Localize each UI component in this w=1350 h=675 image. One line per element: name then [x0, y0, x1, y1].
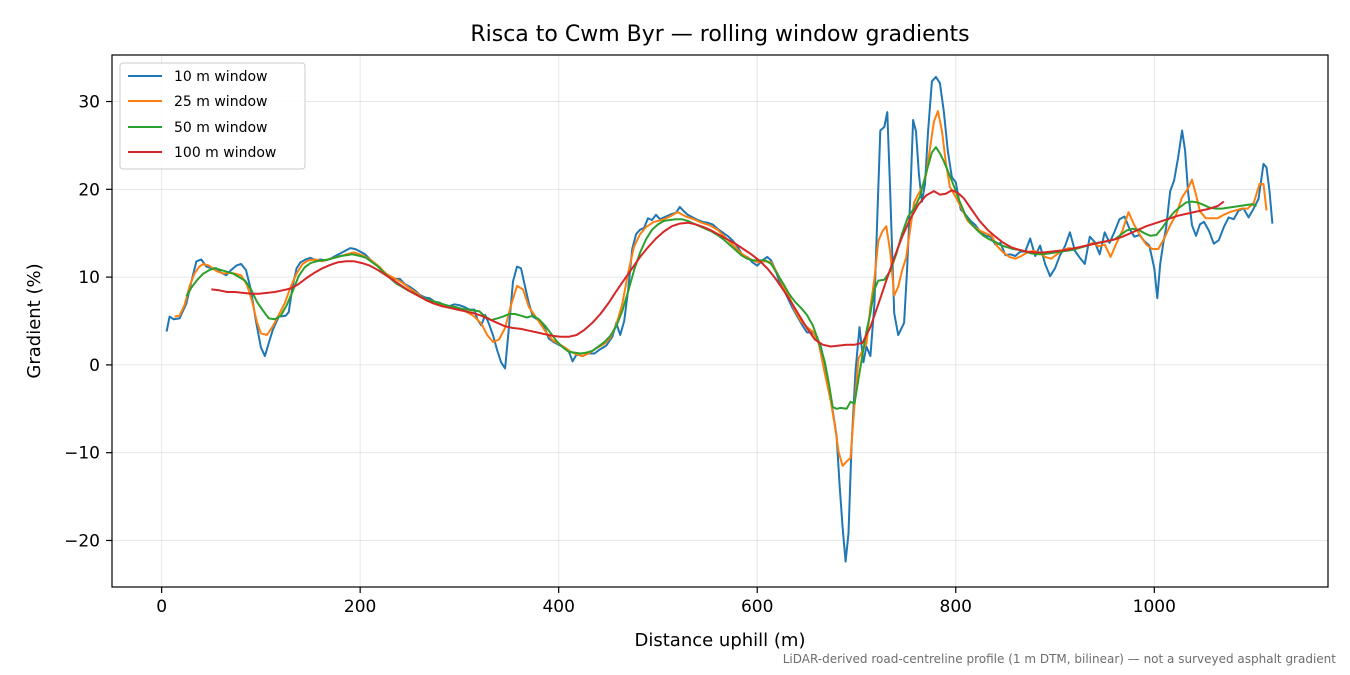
x-tick-label: 1000	[1133, 597, 1176, 617]
x-tick-label: 0	[156, 597, 167, 617]
legend-label-50m: 50 m window	[174, 120, 267, 136]
y-tick-label: −10	[64, 444, 100, 464]
y-tick-label: −20	[64, 531, 100, 551]
y-tick-label: 30	[78, 93, 100, 113]
x-tick-label: 400	[542, 597, 574, 617]
y-axis-label: Gradient (%)	[24, 263, 45, 378]
legend-label-10m: 10 m window	[174, 69, 267, 85]
x-axis-ticks: 0 200 400 600 800 1000	[156, 587, 1176, 617]
legend-label-100m: 100 m window	[174, 145, 276, 161]
plot-frame	[111, 54, 1329, 588]
x-tick-label: 600	[741, 597, 773, 617]
chart-title: Risca to Cwm Byr — rolling window gradie…	[470, 22, 969, 47]
footnote: LiDAR-derived road-centreline profile (1…	[782, 652, 1336, 666]
series-line-50m	[185, 146, 1257, 410]
series-line-100m	[211, 189, 1225, 348]
legend-box	[119, 62, 306, 170]
x-axis-label: Distance uphill (m)	[635, 630, 806, 651]
grid-lines	[112, 55, 1328, 587]
series-lines	[165, 75, 1274, 563]
y-tick-label: 0	[89, 356, 100, 376]
legend: 10 m window 25 m window 50 m window 100 …	[119, 62, 306, 170]
y-tick-label: 20	[78, 180, 100, 200]
legend-label-25m: 25 m window	[174, 94, 267, 110]
x-tick-label: 200	[344, 597, 376, 617]
y-axis-ticks: −20 −10 0 10 20 30	[64, 93, 112, 551]
x-tick-label: 800	[940, 597, 972, 617]
y-tick-label: 10	[78, 268, 100, 288]
